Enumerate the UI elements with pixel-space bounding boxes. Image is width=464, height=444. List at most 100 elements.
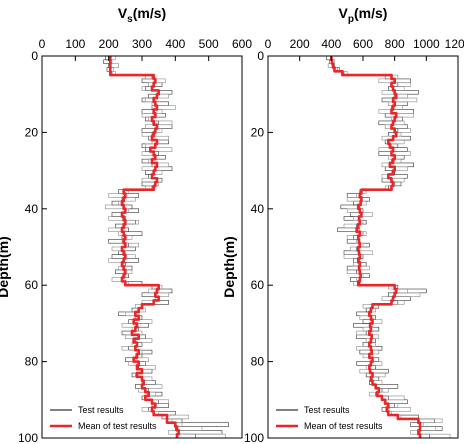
vp-test-result-box [395,288,427,294]
vs-test-result-box [125,208,139,213]
vp-test-result-box [340,204,359,210]
vp-test-result-box [343,250,360,255]
vs-test-result-box [136,323,149,328]
vs-test-result-box [125,219,136,225]
vs-test-result-box [176,433,226,438]
vs-y-tick-label: 20 [25,125,39,139]
vp-test-result-box [386,407,411,412]
vp-y-tick-label: 100 [244,431,264,444]
vs-test-result-box [155,155,166,160]
vp-test-result-box [381,97,394,103]
vs-y-tick-label: 0 [31,49,38,63]
vp-test-result-box [358,250,373,255]
vp-test-result-box [361,212,373,217]
vs-test-result-box [125,193,139,198]
vs-test-result-box [125,242,139,248]
vp-test-result-box [395,288,408,294]
vs-test-result-box [158,90,173,95]
vp-test-result-box [395,93,408,99]
vp-x-axis-title: Vp(m/s) [339,5,388,25]
vs-x-tick-label: 200 [99,37,119,51]
vp-x-tick-label: 200 [290,37,310,51]
vp-test-result-box [337,227,357,233]
vs-test-result-box [141,109,154,114]
vs-test-result-box [141,407,153,412]
vs-x-tick-label: 400 [165,37,185,51]
vp-test-result-box [394,101,408,106]
vs-legend-test-label: Test results [78,405,124,415]
vs-test-result-box [125,219,139,225]
vp-test-result-box [378,388,389,393]
vp-test-result-box [360,273,370,278]
vs-test-result-box [125,254,136,259]
vs-x-tick-label: 500 [199,37,219,51]
vp-y-axis-title: Depth(m) [221,236,237,297]
vp-test-result-box [394,90,419,95]
vp-test-result-box [419,426,443,431]
vs-test-result-box [155,113,166,118]
vp-test-result-box [394,78,411,84]
vs-test-result-box [125,311,136,317]
vp-legend-test-label: Test results [304,405,350,415]
vp-y-tick-label: 40 [251,202,265,216]
vp-test-result-box [353,323,371,328]
vs-test-result-box [175,422,229,427]
vp-test-result-box [392,147,408,152]
vs-x-tick-label: 100 [65,37,85,51]
vp-test-result-box [343,216,360,221]
vs-test-result-box [166,414,189,420]
vp-y-tick-label: 20 [251,125,265,139]
vp-test-result-box [346,235,359,240]
vs-x-tick-label: 600 [232,37,252,51]
vs-test-result-box [141,97,154,103]
vs-test-result-box [138,349,153,355]
vs-legend-mean-label: Mean of test results [78,421,157,431]
vp-test-result-box [419,426,437,431]
vs-test-result-box [108,227,123,233]
vp-test-result-box [346,265,360,271]
vp-test-result-box [394,155,405,160]
vs-x-tick-label: 0 [39,37,46,51]
vp-test-result-box [419,433,430,438]
vs-test-result-box [141,86,153,91]
vs-panel: 0 100 200 300 400 500 600 0 20 40 60 80 100 Vs(m/s) De… [0,5,252,444]
vp-test-result-box [372,319,383,324]
vs-test-result-box [176,426,203,431]
vs-test-result-box [111,246,123,252]
vs-test-result-box [141,368,153,374]
vp-test-result-box [356,311,370,317]
vs-y-tick-label: 40 [25,202,39,216]
vs-test-result-box [155,403,169,408]
vs-test-result-box [156,162,169,168]
vp-test-result-box [388,403,399,408]
vs-y-tick-label: 100 [18,431,38,444]
vs-x-tick-label: 300 [132,37,152,51]
vs-test-result-box [111,200,123,206]
vs-test-result-box [155,78,166,84]
vs-test-result-box [111,212,123,217]
vp-y-tick-label: 60 [251,278,265,292]
vp-test-result-box [394,292,421,297]
vp-test-result-box [378,109,392,114]
vp-test-result-box [346,193,361,198]
vp-y-tick-label: 0 [257,49,264,63]
vs-test-result-box [178,430,223,435]
vs-test-result-box [121,330,133,336]
vs-test-result-box [156,124,173,129]
vp-test-result-box [356,330,370,336]
vs-mean-line [109,56,180,438]
vs-test-result-box [118,311,136,317]
vs-test-result-box [156,105,176,110]
vp-y-tick-label: 80 [251,355,265,369]
vp-test-result-box [395,113,414,118]
vp-test-result-box [372,372,386,378]
vs-test-result-box [108,239,124,244]
vs-test-result-box [156,139,169,145]
vs-x-axis-title: Vs(m/s) [118,5,166,25]
vs-y-axis-title: Depth(m) [0,236,11,297]
vp-x-tick-label: 400 [321,37,341,51]
vp-test-result-box [359,242,370,248]
vs-y-tick-label: 60 [25,278,39,292]
